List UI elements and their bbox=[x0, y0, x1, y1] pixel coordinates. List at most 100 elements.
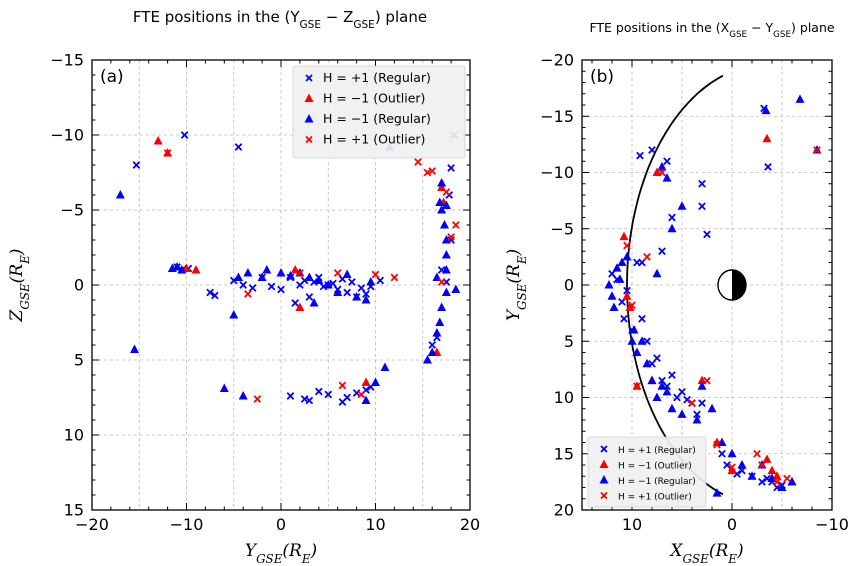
chart0-point-h-1-regular--26 bbox=[380, 362, 390, 371]
chart0-point-h-1-outlier--14 bbox=[451, 221, 460, 229]
chart0-point-h-1-regular--36 bbox=[314, 387, 323, 396]
y-tick-label: −15 bbox=[540, 107, 574, 126]
x-axis-label: XGSE(RE) bbox=[668, 541, 743, 566]
chart0-point-h-1-outlier--3 bbox=[296, 269, 304, 277]
chart0-point-h-1-regular--33 bbox=[286, 392, 295, 400]
chart1-point-h-1-regular--14 bbox=[657, 381, 667, 390]
chart1-point-h-1-outlier--8 bbox=[762, 454, 772, 463]
chart1-point-h-1-regular--36 bbox=[795, 94, 805, 103]
chart1-point-h-1-regular--4 bbox=[623, 286, 631, 295]
panel-label: (b) bbox=[590, 67, 614, 87]
chart1-point-h-1-regular--24 bbox=[747, 471, 757, 480]
chart0-point-h-1-regular--31 bbox=[435, 317, 445, 326]
chart0-point-h-1-regular--3 bbox=[180, 131, 189, 139]
chart0-point-h-1-regular--13 bbox=[285, 271, 295, 280]
chart0-point-h-1-regular--30 bbox=[362, 290, 370, 298]
chart0-point-h-1-regular--1 bbox=[130, 344, 140, 353]
chart1-point-h-1-regular--3 bbox=[620, 314, 628, 323]
chart1-point-h-1-regular--33 bbox=[662, 173, 672, 182]
chart1-point-h-1-regular--20 bbox=[693, 410, 701, 419]
chart1-point-h-1-regular--6 bbox=[622, 251, 632, 261]
chart1-point-h-1-regular--27 bbox=[636, 151, 644, 160]
chart0-point-h-1-regular--37 bbox=[439, 220, 449, 229]
chart0-point-h-1-regular--18 bbox=[323, 280, 333, 289]
chart0-point-h-1-regular--29 bbox=[357, 284, 366, 292]
chart0-point-h-1-regular--32 bbox=[437, 302, 447, 311]
x-tick-label: 20 bbox=[460, 515, 480, 534]
chart1-point-h-1-regular--10 bbox=[653, 354, 661, 362]
chart0-point-h-1-regular--35 bbox=[305, 396, 314, 405]
chart1-point-h-1-outlier--7 bbox=[753, 449, 761, 458]
chart0-point-h-1-regular--4 bbox=[177, 265, 187, 274]
chart1-point-h-1-regular--30 bbox=[723, 461, 731, 469]
x-tick-label: 10 bbox=[622, 515, 642, 534]
chart0-point-h-1-regular--5 bbox=[219, 383, 229, 392]
y-tick-label: −20 bbox=[540, 51, 574, 70]
chart0-point-h-1-regular--18 bbox=[305, 293, 314, 301]
chart1-point-h-1-outlier--5 bbox=[697, 375, 707, 385]
y-tick-label: 5 bbox=[564, 332, 574, 351]
chart0-point-h-1-regular--8 bbox=[234, 143, 243, 151]
chart0-point-h-1-regular--24 bbox=[361, 395, 371, 404]
chart0-point-h-1-regular--37 bbox=[324, 390, 333, 399]
chart1-point-h-1-regular--23 bbox=[698, 179, 706, 188]
chart1-point-h-1-regular--3 bbox=[612, 263, 622, 272]
chart-panel-0: H = +1 (Regular) H = −1 (Outlier) H = −1 (… bbox=[91, 59, 471, 511]
y-tick-label: −15 bbox=[50, 51, 84, 70]
chart-panel-1: H = +1 (Regular) H = −1 (Outlier) H = −1 (… bbox=[581, 59, 833, 511]
earth-icon bbox=[717, 269, 747, 301]
chart0-point-h-1-regular--10 bbox=[257, 272, 267, 281]
chart1-point-h-1-regular--15 bbox=[662, 386, 672, 396]
chart-title: FTE positions in the (XGSE − YGSE) plane bbox=[589, 20, 834, 40]
chart0-point-h-1-regular--8 bbox=[238, 391, 248, 400]
x-tick-label: 10 bbox=[365, 515, 385, 534]
x-tick-label: −10 bbox=[170, 515, 204, 534]
chart0-point-h-1-outlier--6 bbox=[361, 377, 371, 386]
legend: H = +1 (Regular) H = −1 (Outlier) H = −1 (… bbox=[292, 65, 466, 159]
chart1-point-h-1-regular--18 bbox=[692, 415, 702, 424]
chart0-point-h-1-regular--23 bbox=[366, 277, 376, 286]
chart0-point-h-1-regular--30 bbox=[432, 328, 442, 337]
chart0-point-h-1-regular--0 bbox=[115, 190, 125, 199]
chart0-point-h-1-outlier--13 bbox=[447, 233, 455, 241]
chart0-point-h-1-regular--12 bbox=[276, 268, 286, 277]
x-tick-label: 0 bbox=[727, 515, 737, 534]
chart0-point-h-1-outlier--15 bbox=[442, 188, 451, 196]
y-tick-label: −5 bbox=[60, 201, 84, 220]
y-tick-label: −10 bbox=[540, 163, 574, 182]
chart0-point-h-1-regular--33 bbox=[441, 287, 451, 296]
chart0-point-h-1-outlier--6 bbox=[357, 390, 366, 399]
x-axis-label: YGSE(RE) bbox=[245, 541, 317, 566]
chart1-point-h-1-regular--21 bbox=[698, 202, 706, 211]
legend-marker bbox=[600, 445, 608, 453]
chart1-point-h-1-outlier--1 bbox=[628, 301, 636, 310]
chart0-point-h-1-outlier--11 bbox=[428, 167, 437, 175]
chart1-point-h-1-regular--23 bbox=[737, 460, 747, 469]
series-1 bbox=[153, 136, 449, 386]
chart1-point-h-1-outlier--0 bbox=[623, 241, 631, 250]
legend-marker bbox=[599, 475, 609, 484]
chart0-point-h-1-regular--11 bbox=[262, 265, 272, 274]
chart0-point-h-1-regular--13 bbox=[277, 285, 285, 294]
legend-label: H = +1 (Outlier) bbox=[323, 132, 425, 147]
chart1-point-h-1-regular--11 bbox=[658, 247, 666, 256]
chart1-point-h-1-regular--35 bbox=[761, 105, 771, 115]
y-tick-label: 10 bbox=[554, 388, 574, 407]
chart1-point-h-1-outlier--10 bbox=[772, 471, 782, 480]
y-tick-label: 5 bbox=[74, 351, 84, 370]
chart0-point-h-1-regular--27 bbox=[348, 278, 356, 286]
series-2 bbox=[604, 94, 822, 497]
chart0-point-h-1-outlier--8 bbox=[390, 273, 399, 282]
chart0-point-h-1-regular--6 bbox=[229, 310, 239, 319]
chart1-point-h-1-regular--12 bbox=[647, 375, 657, 385]
chart1-point-h-1-regular--40 bbox=[764, 163, 772, 171]
chart0-point-h-1-outlier--0 bbox=[153, 136, 163, 145]
legend-marker bbox=[599, 459, 609, 468]
chart0-point-h-1-regular--26 bbox=[343, 288, 351, 297]
chart1-point-h-1-outlier--1 bbox=[622, 291, 632, 300]
chart0-point-h-1-regular--10 bbox=[248, 284, 257, 292]
y-tick-label: 0 bbox=[564, 276, 574, 295]
chart1-point-h-1-regular--16 bbox=[667, 403, 677, 413]
chart1-point-h-1-outlier--13 bbox=[652, 167, 662, 176]
